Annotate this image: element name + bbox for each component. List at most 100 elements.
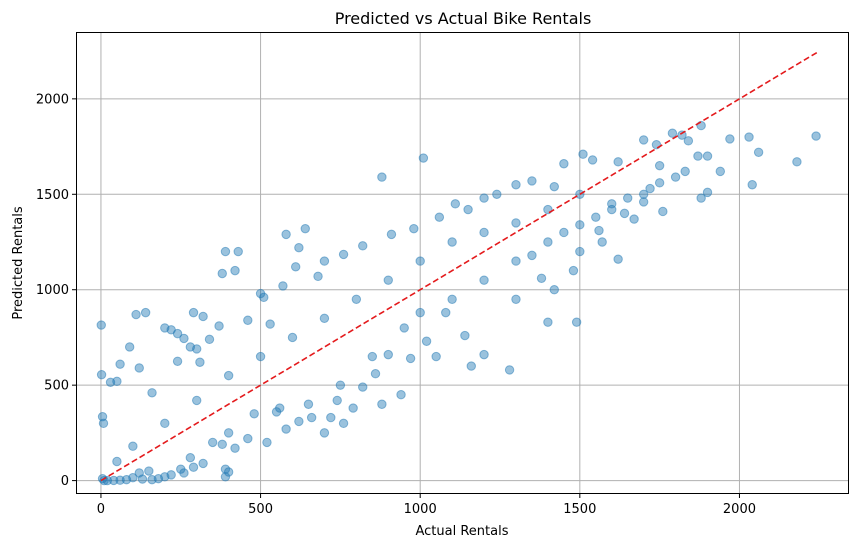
data-point	[223, 467, 234, 477]
data-point	[367, 351, 378, 362]
data-point	[479, 193, 489, 203]
data-point	[358, 382, 368, 392]
data-point	[568, 265, 579, 276]
data-point	[670, 172, 681, 182]
y-tick-label: 2000	[36, 92, 69, 107]
data-point	[629, 214, 639, 224]
data-point	[460, 330, 470, 341]
data-point	[683, 136, 694, 146]
data-point	[792, 157, 802, 167]
data-point	[306, 412, 317, 423]
y-axis-ticks: 0 500 1000 1500 2000	[36, 92, 77, 489]
x-tick-label: 2000	[723, 502, 756, 517]
data-point	[383, 275, 393, 285]
data-point	[294, 416, 304, 427]
data-point	[441, 307, 451, 318]
data-point	[415, 307, 425, 318]
data-point	[217, 268, 227, 279]
data-point	[230, 443, 240, 453]
data-point	[725, 134, 735, 144]
data-point	[140, 307, 151, 318]
data-point	[147, 388, 157, 398]
data-point	[591, 212, 601, 222]
data-point	[128, 441, 138, 451]
data-point	[658, 206, 668, 217]
data-point	[185, 452, 196, 463]
data-point	[313, 271, 323, 282]
data-point	[715, 166, 725, 177]
data-point	[230, 265, 240, 276]
data-point	[377, 399, 387, 409]
data-point	[147, 474, 157, 485]
data-point	[160, 418, 170, 429]
x-axis-ticks: 0 500 1000 1500 2000	[97, 493, 756, 517]
data-point	[479, 349, 489, 360]
data-point	[195, 357, 205, 367]
data-point	[124, 342, 135, 352]
x-axis-label: Actual Rentals	[416, 524, 509, 539]
data-point	[623, 193, 633, 203]
data-point	[575, 246, 585, 257]
data-point	[96, 369, 107, 380]
reference-line-group	[100, 51, 818, 482]
data-point	[536, 273, 547, 283]
data-point	[287, 332, 298, 343]
reference-line	[100, 51, 818, 482]
data-point	[702, 151, 713, 161]
data-point	[511, 218, 521, 228]
data-point	[223, 370, 234, 381]
data-point	[348, 403, 358, 413]
data-point	[207, 437, 218, 448]
data-point	[511, 294, 521, 304]
data-point	[559, 159, 569, 169]
data-point	[335, 380, 346, 390]
data-point	[811, 131, 821, 141]
data-point	[575, 189, 585, 199]
data-point	[409, 223, 419, 234]
data-point	[220, 472, 231, 482]
x-tick-label: 0	[97, 502, 105, 517]
data-point	[693, 151, 703, 161]
data-point	[338, 249, 349, 260]
data-point	[677, 130, 687, 140]
data-point	[575, 220, 585, 230]
data-point	[511, 256, 521, 266]
data-point	[654, 160, 665, 171]
data-point	[262, 437, 272, 448]
data-point	[702, 187, 713, 198]
data-point	[571, 317, 582, 327]
data-point	[549, 285, 559, 295]
data-point	[559, 227, 569, 238]
data-point	[275, 403, 285, 413]
data-point	[223, 428, 234, 438]
data-point	[204, 334, 215, 345]
data-point	[233, 246, 243, 257]
data-point	[638, 189, 649, 199]
data-point	[645, 183, 655, 194]
data-point	[214, 321, 224, 331]
data-point	[326, 412, 336, 423]
y-tick-label: 1000	[36, 283, 69, 298]
data-point	[613, 254, 623, 264]
data-point	[281, 424, 291, 434]
data-point	[319, 428, 330, 438]
data-point	[131, 309, 141, 320]
data-point	[134, 468, 144, 478]
data-point	[300, 223, 310, 234]
data-point	[294, 243, 304, 253]
data-point	[96, 320, 106, 330]
data-point	[192, 344, 202, 354]
data-point	[638, 135, 649, 145]
data-point	[255, 351, 266, 362]
data-point	[466, 361, 476, 371]
data-point	[696, 193, 706, 203]
data-point	[418, 153, 429, 163]
data-point	[319, 313, 330, 324]
data-point	[654, 178, 665, 188]
data-point	[97, 473, 108, 484]
data-point	[144, 466, 154, 476]
data-point	[744, 132, 754, 142]
data-point	[753, 147, 764, 157]
data-point	[198, 458, 208, 469]
data-point	[217, 439, 227, 450]
